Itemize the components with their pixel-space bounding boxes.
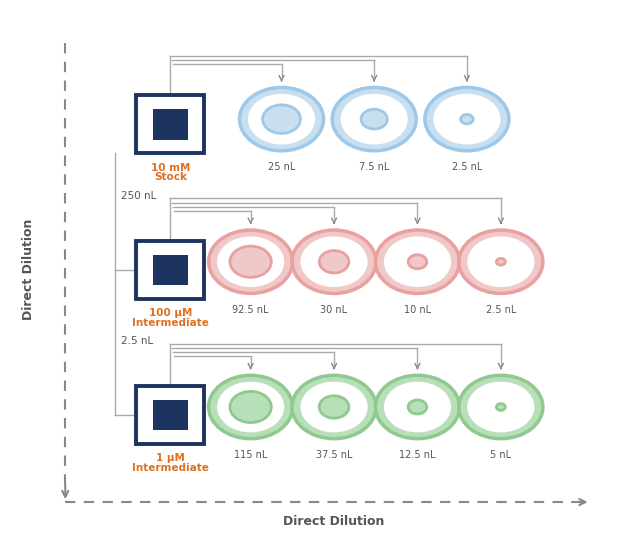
Ellipse shape [459, 375, 543, 439]
Text: 100 μM: 100 μM [148, 308, 192, 318]
Text: Intermediate: Intermediate [132, 463, 209, 473]
Text: 1 μM: 1 μM [156, 454, 185, 464]
Ellipse shape [230, 391, 271, 423]
Text: 250 nL: 250 nL [121, 191, 156, 201]
Text: 25 nL: 25 nL [268, 162, 295, 172]
Ellipse shape [384, 381, 451, 433]
Ellipse shape [425, 87, 509, 151]
Text: 2.5 nL: 2.5 nL [121, 336, 153, 346]
Text: 92.5 nL: 92.5 nL [233, 305, 269, 315]
Ellipse shape [292, 375, 376, 439]
Ellipse shape [468, 381, 534, 433]
Ellipse shape [240, 87, 324, 151]
Text: 12.5 nL: 12.5 nL [399, 450, 436, 460]
Text: Direct Dilution: Direct Dilution [22, 219, 34, 320]
Ellipse shape [468, 236, 534, 287]
Ellipse shape [230, 246, 271, 277]
Ellipse shape [262, 105, 301, 133]
Text: 2.5 nL: 2.5 nL [452, 162, 482, 172]
Ellipse shape [461, 115, 473, 124]
Bar [136, 96, 204, 153]
Text: Direct Dilution: Direct Dilution [283, 515, 385, 528]
Text: 5 nL: 5 nL [490, 450, 512, 460]
Ellipse shape [332, 87, 416, 151]
Text: 30 nL: 30 nL [320, 305, 348, 315]
Ellipse shape [208, 375, 292, 439]
Ellipse shape [408, 255, 427, 269]
Ellipse shape [384, 236, 451, 287]
Bar [153, 400, 188, 430]
Bar [136, 241, 204, 299]
Text: Stock: Stock [154, 172, 187, 182]
Ellipse shape [459, 230, 543, 294]
Ellipse shape [292, 230, 376, 294]
Ellipse shape [319, 251, 349, 273]
Ellipse shape [217, 381, 284, 433]
Ellipse shape [301, 236, 368, 287]
Ellipse shape [301, 381, 368, 433]
Text: Intermediate: Intermediate [132, 317, 209, 327]
Text: 10 mM: 10 mM [150, 163, 190, 173]
Ellipse shape [208, 230, 292, 294]
Ellipse shape [375, 230, 459, 294]
Ellipse shape [361, 109, 387, 129]
Text: 10 nL: 10 nL [404, 305, 431, 315]
Ellipse shape [433, 94, 501, 145]
Ellipse shape [408, 400, 427, 414]
Ellipse shape [341, 94, 408, 145]
Text: 37.5 nL: 37.5 nL [316, 450, 352, 460]
Ellipse shape [496, 404, 505, 410]
Ellipse shape [375, 375, 459, 439]
Bar [153, 255, 188, 285]
Bar [153, 110, 188, 140]
Ellipse shape [496, 259, 505, 265]
Ellipse shape [319, 396, 349, 418]
Text: 2.5 nL: 2.5 nL [485, 305, 516, 315]
Bar [136, 386, 204, 444]
Ellipse shape [217, 236, 284, 287]
Text: 7.5 nL: 7.5 nL [359, 162, 389, 172]
Text: 115 nL: 115 nL [234, 450, 268, 460]
Ellipse shape [248, 94, 315, 145]
